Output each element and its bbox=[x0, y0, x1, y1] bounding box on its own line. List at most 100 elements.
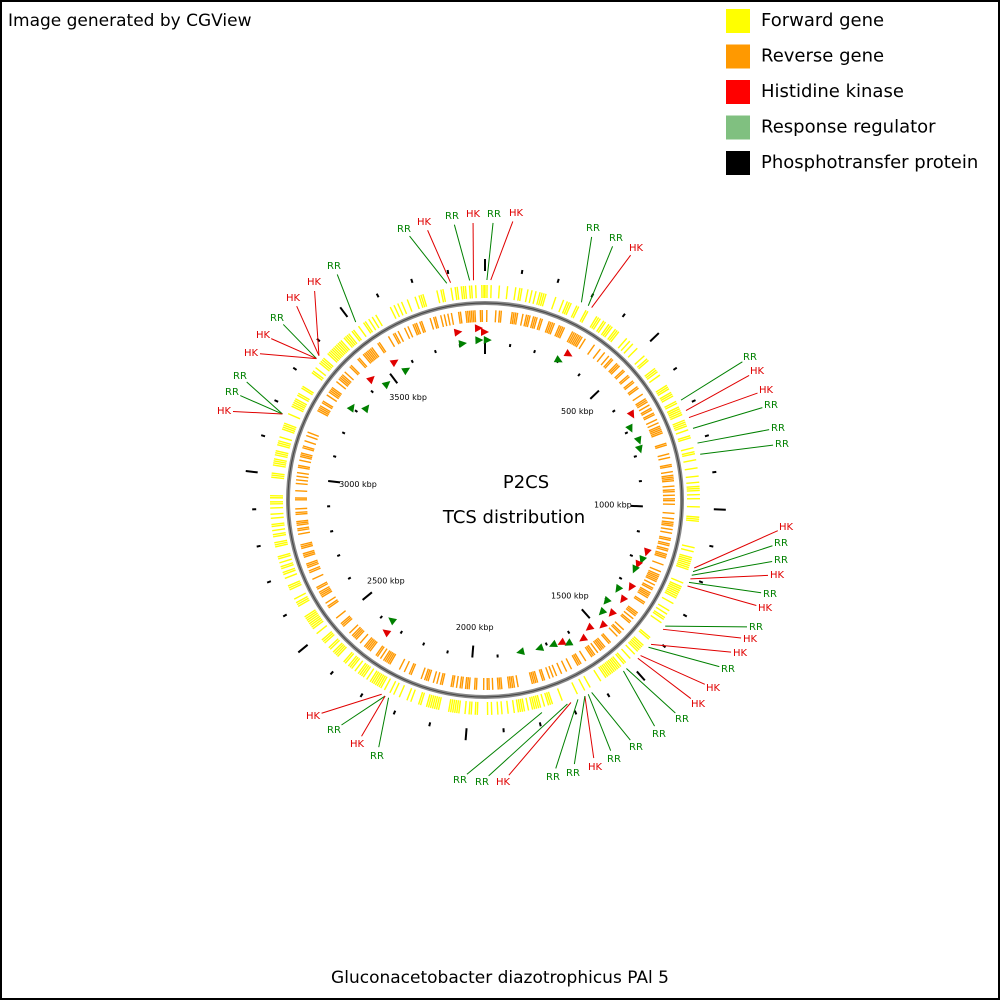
forward-gene bbox=[534, 695, 540, 709]
forward-gene bbox=[515, 699, 520, 713]
callout-line bbox=[321, 693, 382, 714]
outer-tick bbox=[375, 293, 380, 298]
reverse-gene bbox=[457, 311, 461, 324]
forward-gene bbox=[294, 399, 307, 408]
reverse-gene bbox=[662, 490, 675, 493]
forward-gene bbox=[414, 296, 420, 310]
reverse-gene bbox=[661, 478, 674, 481]
reverse-gene bbox=[612, 623, 622, 633]
reverse-gene bbox=[365, 638, 374, 649]
forward-gene bbox=[375, 314, 383, 327]
callout-label: RR bbox=[652, 729, 666, 740]
forward-gene bbox=[676, 562, 690, 569]
reverse-gene bbox=[627, 605, 639, 614]
forward-gene bbox=[680, 548, 694, 553]
reverse-gene bbox=[636, 401, 648, 409]
callout-line bbox=[650, 643, 732, 653]
reverse-gene bbox=[412, 323, 419, 336]
forward-gene bbox=[525, 697, 530, 711]
forward-gene bbox=[291, 405, 304, 413]
reverse-gene bbox=[661, 476, 674, 480]
callout-label: HK bbox=[706, 683, 721, 694]
forward-gene bbox=[344, 335, 355, 347]
reverse-gene bbox=[296, 521, 309, 525]
reverse-gene bbox=[556, 662, 563, 675]
outer-tick bbox=[339, 306, 349, 318]
callout-line bbox=[555, 699, 579, 769]
reverse-gene bbox=[572, 654, 581, 666]
forward-gene bbox=[449, 699, 454, 713]
reverse-gene bbox=[575, 336, 583, 348]
reverse-gene bbox=[509, 311, 513, 324]
outer-tick bbox=[573, 710, 578, 715]
reverse-gene bbox=[623, 610, 634, 620]
tcs-marker bbox=[557, 637, 567, 645]
inner-tick bbox=[328, 479, 341, 484]
forward-gene bbox=[271, 524, 285, 528]
callout-line bbox=[587, 694, 612, 751]
reverse-gene bbox=[643, 579, 656, 586]
reverse-gene bbox=[369, 348, 379, 359]
reverse-gene bbox=[659, 535, 672, 540]
outer-tick bbox=[359, 693, 364, 698]
callout-label: RR bbox=[566, 768, 580, 779]
inner-tick bbox=[471, 645, 475, 658]
tcs-marker bbox=[625, 423, 633, 433]
reverse-gene bbox=[536, 318, 542, 331]
reverse-gene bbox=[592, 640, 602, 652]
callout-label: RR bbox=[629, 742, 643, 753]
callout-label: RR bbox=[675, 714, 689, 725]
forward-gene bbox=[627, 347, 638, 358]
forward-gene bbox=[357, 662, 367, 675]
scale-label: 3000 kbp bbox=[339, 480, 377, 489]
reverse-gene bbox=[306, 561, 319, 567]
forward-gene bbox=[669, 581, 682, 588]
reverse-gene bbox=[473, 677, 476, 690]
forward-gene bbox=[556, 688, 563, 701]
reverse-gene bbox=[385, 651, 394, 663]
forward-gene bbox=[664, 591, 677, 599]
reverse-gene bbox=[302, 445, 315, 450]
forward-gene bbox=[371, 671, 380, 684]
forward-gene bbox=[656, 386, 669, 395]
callout-label: RR bbox=[764, 400, 778, 411]
forward-gene bbox=[661, 596, 674, 605]
reverse-gene bbox=[367, 640, 377, 651]
forward-gene bbox=[511, 700, 516, 714]
reverse-gene bbox=[300, 452, 313, 457]
forward-gene bbox=[338, 341, 349, 352]
forward-gene bbox=[380, 676, 388, 689]
tcs-marker bbox=[388, 617, 398, 626]
forward-gene bbox=[351, 657, 361, 670]
reverse-gene bbox=[620, 614, 631, 624]
callout-label: RR bbox=[546, 772, 560, 783]
tcs-marker bbox=[483, 335, 492, 344]
forward-gene bbox=[667, 586, 680, 594]
forward-gene bbox=[664, 400, 677, 408]
forward-gene bbox=[295, 398, 308, 406]
reverse-gene bbox=[355, 630, 365, 640]
reverse-gene bbox=[574, 335, 582, 347]
reverse-gene bbox=[423, 668, 430, 681]
forward-gene bbox=[532, 290, 537, 304]
reverse-gene bbox=[335, 381, 347, 390]
callout-label: HK bbox=[466, 209, 481, 220]
reverse-gene bbox=[636, 399, 648, 408]
reverse-gene bbox=[571, 654, 579, 667]
reverse-gene bbox=[296, 475, 309, 479]
forward-gene bbox=[437, 697, 442, 711]
reverse-gene bbox=[545, 667, 551, 679]
callout-line bbox=[361, 695, 386, 737]
callout-line bbox=[259, 353, 317, 360]
forward-gene bbox=[517, 287, 521, 301]
reverse-gene bbox=[637, 591, 649, 599]
forward-gene bbox=[474, 285, 477, 299]
reverse-gene bbox=[340, 375, 351, 385]
reverse-gene bbox=[306, 434, 318, 441]
reverse-gene bbox=[499, 310, 503, 323]
reverse-gene bbox=[549, 322, 556, 335]
reverse-gene bbox=[547, 322, 554, 334]
forward-gene bbox=[287, 412, 301, 420]
reverse-gene bbox=[544, 320, 551, 333]
forward-gene bbox=[673, 421, 686, 428]
